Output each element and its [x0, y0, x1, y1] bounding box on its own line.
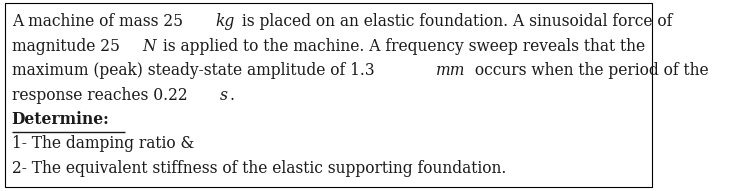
FancyBboxPatch shape — [5, 3, 652, 187]
Text: kg: kg — [215, 13, 234, 30]
Text: N: N — [142, 37, 156, 54]
Text: is applied to the machine. A frequency sweep reveals that the: is applied to the machine. A frequency s… — [158, 37, 645, 54]
Text: 1- The damping ratio &: 1- The damping ratio & — [12, 135, 194, 152]
Text: maximum (peak) steady-state amplitude of 1.3: maximum (peak) steady-state amplitude of… — [12, 62, 379, 79]
Text: 2- The equivalent stiffness of the elastic supporting foundation.: 2- The equivalent stiffness of the elast… — [12, 160, 506, 177]
Text: A machine of mass 25: A machine of mass 25 — [12, 13, 188, 30]
Text: .: . — [230, 87, 234, 104]
Text: is placed on an elastic foundation. A sinusoidal force of: is placed on an elastic foundation. A si… — [237, 13, 672, 30]
Text: s: s — [220, 87, 228, 104]
Text: Determine:: Determine: — [12, 111, 109, 128]
Text: response reaches 0.22: response reaches 0.22 — [12, 87, 192, 104]
Text: mm: mm — [436, 62, 465, 79]
Text: magnitude 25: magnitude 25 — [12, 37, 125, 54]
Text: occurs when the period of the: occurs when the period of the — [470, 62, 709, 79]
